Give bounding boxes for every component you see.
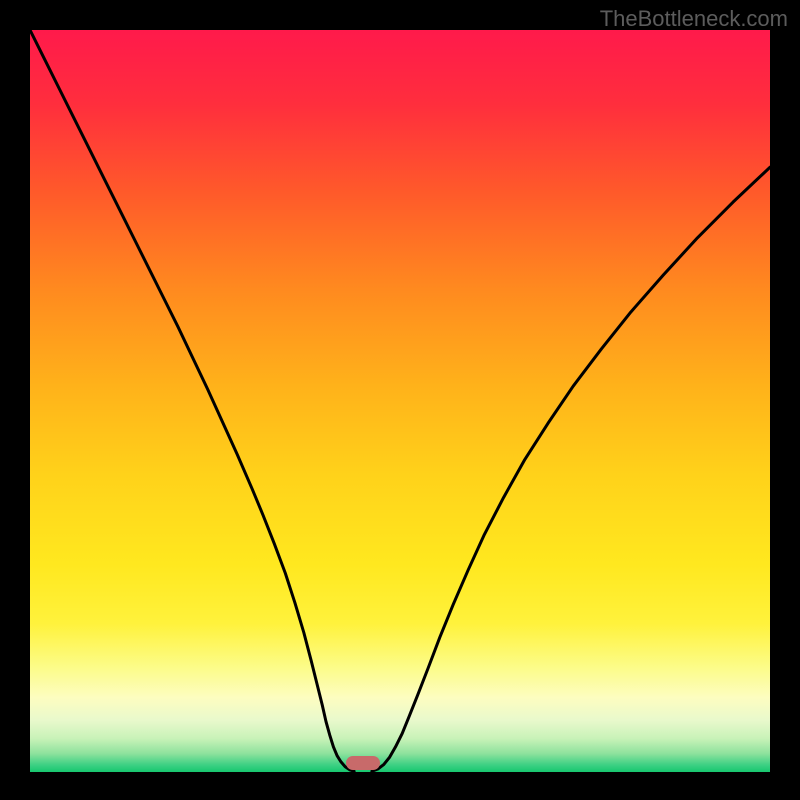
watermark-text: TheBottleneck.com [600, 6, 788, 32]
bottleneck-curve [30, 30, 770, 772]
min-marker [346, 756, 380, 770]
plot-area [30, 30, 770, 772]
chart-canvas: TheBottleneck.com [0, 0, 800, 800]
